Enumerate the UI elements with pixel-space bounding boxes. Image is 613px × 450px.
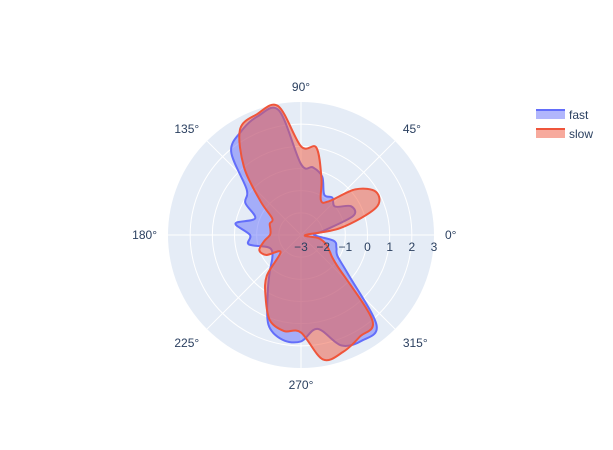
series-slow-area xyxy=(238,103,381,362)
legend-swatch-fill-slow xyxy=(536,129,565,138)
radial-tick-label-6: 3 xyxy=(431,240,438,254)
legend-label-slow: slow xyxy=(569,127,593,141)
radial-axis-ticks: −3 −2 −1 0 1 2 3 xyxy=(294,240,438,254)
angular-tick-label-7: 315° xyxy=(403,336,428,350)
angular-tick-label-2: 90° xyxy=(292,80,310,94)
angular-tick-label-6: 270° xyxy=(289,378,314,392)
radial-tick-label-4: 1 xyxy=(386,240,393,254)
angular-axis-ticks: 0° 45° 90° 135° 180° 225° 270° 315° xyxy=(132,80,457,392)
legend-swatch-slow xyxy=(536,128,565,138)
radial-tick-label-3: 0 xyxy=(364,240,371,254)
legend-label-fast: fast xyxy=(569,108,589,122)
series-layer xyxy=(230,103,381,362)
angular-tick-label-1: 45° xyxy=(403,122,421,136)
radial-tick-label-2: −1 xyxy=(338,240,352,254)
angular-tick-label-0: 0° xyxy=(445,228,457,242)
angular-tick-label-4: 180° xyxy=(132,228,157,242)
angular-tick-label-5: 225° xyxy=(174,336,199,350)
radial-tick-label-0: −3 xyxy=(294,240,308,254)
radial-tick-label-5: 2 xyxy=(408,240,415,254)
legend-swatch-fast xyxy=(536,109,565,119)
radial-tick-label-1: −2 xyxy=(316,240,330,254)
legend-swatch-fill-fast xyxy=(536,110,565,119)
legend: fast slow xyxy=(536,108,593,141)
angular-tick-label-3: 135° xyxy=(174,122,199,136)
